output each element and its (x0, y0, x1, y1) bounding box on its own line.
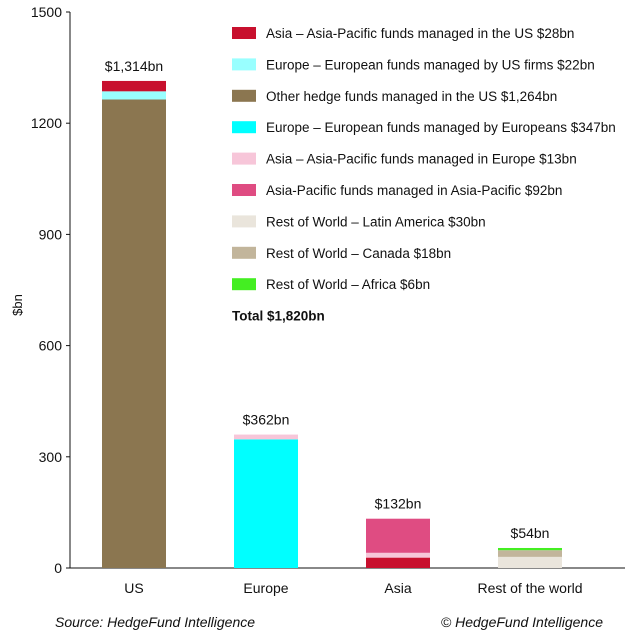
stacked-bar-chart: $bn 0 300 600 900 1200 1500 $1,314bn $362bn $13… (10, 4, 625, 596)
legend-label: Asia – Asia-Pacific funds managed in Eur… (266, 152, 577, 167)
legend-label: Rest of World – Latin America $30bn (266, 214, 486, 229)
copyright-note: © HedgeFund Intelligence (440, 614, 603, 630)
legend-swatch (232, 246, 256, 259)
legend-label: Asia-Pacific funds managed in Asia-Pacif… (266, 183, 562, 198)
legend-swatch (232, 58, 256, 71)
y-tick-label: 900 (39, 226, 63, 242)
bar-segment (498, 556, 562, 568)
category-label: Europe (243, 580, 288, 596)
bar-segment (366, 552, 430, 558)
category-labels: US Europe Asia Rest of the world (124, 580, 582, 596)
y-tick-label: 600 (39, 338, 63, 354)
legend-label: Rest of World – Africa $6bn (266, 277, 430, 292)
category-label: US (124, 580, 143, 596)
category-label: Asia (384, 580, 411, 596)
legend-swatch (232, 215, 256, 228)
bar-segment (102, 80, 166, 92)
y-tick-label: 0 (54, 560, 62, 576)
legend-swatch (232, 152, 256, 165)
bar-total-label: $1,314bn (105, 58, 163, 74)
y-ticks: 0 300 600 900 1200 1500 (31, 4, 70, 576)
bar-segment (102, 99, 166, 569)
y-tick-label: 1500 (31, 4, 62, 20)
bars (102, 80, 562, 569)
legend-label: Asia – Asia-Pacific funds managed in the… (266, 26, 574, 41)
bar-total-label: $362bn (243, 412, 290, 428)
source-note: Source: HedgeFund Intelligence (55, 614, 256, 630)
bar-total-label: $54bn (511, 525, 550, 541)
bar-segment (366, 557, 430, 568)
legend-swatch (232, 27, 256, 39)
bar-segment (498, 547, 562, 551)
bar-segment (366, 518, 430, 553)
legend-label: Rest of World – Canada $18bn (266, 246, 451, 261)
legend-total: Total $1,820bn (232, 309, 325, 324)
legend-swatch (232, 89, 256, 102)
bar-total-labels: $1,314bn $362bn $132bn $54bn (105, 58, 550, 541)
category-label: Rest of the world (477, 580, 582, 596)
legend-swatch (232, 184, 256, 196)
y-tick-label: 1200 (31, 115, 62, 131)
legend-label: Europe – European funds managed by Europ… (266, 120, 616, 135)
bar-segment (234, 439, 298, 568)
legend: Asia – Asia-Pacific funds managed in the… (232, 26, 616, 324)
legend-swatch (232, 121, 256, 134)
legend-swatch (232, 278, 256, 291)
y-tick-label: 300 (39, 449, 63, 465)
legend-label: Europe – European funds managed by US fi… (266, 57, 595, 72)
bar-total-label: $132bn (375, 496, 422, 512)
bar-segment (498, 550, 562, 557)
bar-segment (234, 434, 298, 440)
y-axis-label: $bn (10, 294, 25, 316)
bar-segment (102, 91, 166, 100)
legend-label: Other hedge funds managed in the US $1,2… (266, 89, 557, 104)
